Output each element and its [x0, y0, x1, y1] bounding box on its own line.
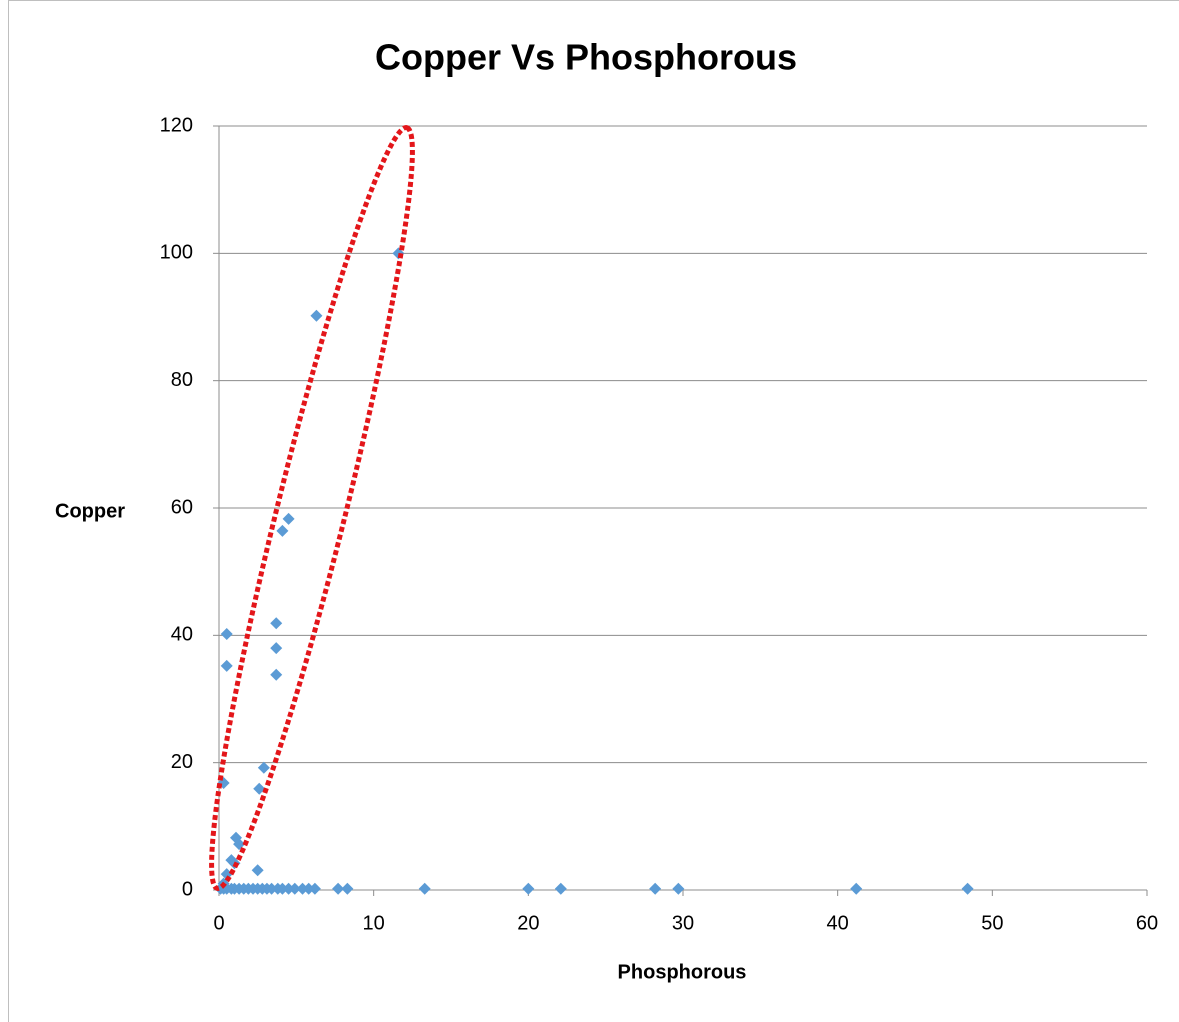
- data-point: [850, 882, 863, 895]
- data-point: [288, 882, 301, 895]
- data-point: [522, 882, 535, 895]
- y-tick-label: 120: [160, 114, 193, 136]
- plot-area: 0 20 40 60 80 100 120 0 10 20 30 40 50 60: [160, 114, 1159, 934]
- x-axis-label: Phosphorous: [618, 961, 747, 983]
- data-point: [276, 524, 289, 537]
- data-point: [332, 882, 345, 895]
- y-tick-label: 80: [171, 369, 193, 391]
- y-axis-label: Copper: [55, 500, 125, 522]
- data-point: [672, 882, 685, 895]
- data-point: [392, 247, 405, 260]
- y-tick-label: 60: [171, 496, 193, 518]
- data-point: [257, 761, 270, 774]
- x-tick-label: 10: [363, 912, 385, 934]
- data-point: [282, 512, 295, 525]
- data-point: [276, 882, 289, 895]
- data-point: [220, 659, 233, 672]
- data-point: [302, 882, 315, 895]
- data-point: [270, 642, 283, 655]
- y-tick-label: 0: [182, 878, 193, 900]
- data-point: [341, 882, 354, 895]
- y-tick-label: 100: [160, 242, 193, 264]
- data-point: [220, 628, 233, 641]
- y-tick-label: 40: [171, 624, 193, 646]
- x-tick-label: 30: [672, 912, 694, 934]
- x-tick-label: 0: [213, 912, 224, 934]
- data-point: [961, 882, 974, 895]
- data-point: [233, 838, 246, 851]
- x-tick-label: 40: [827, 912, 849, 934]
- x-tick-label: 20: [517, 912, 539, 934]
- y-tick-label: 20: [171, 751, 193, 773]
- data-point: [296, 882, 309, 895]
- data-point: [418, 882, 431, 895]
- data-point: [270, 668, 283, 681]
- data-point: [308, 882, 321, 895]
- x-tick-label: 50: [981, 912, 1003, 934]
- chart-frame: [8, 0, 1179, 1022]
- x-tick-label: 60: [1136, 912, 1158, 934]
- data-point: [649, 882, 662, 895]
- data-point: [265, 882, 278, 895]
- data-point: [270, 617, 283, 630]
- data-point: [282, 882, 295, 895]
- data-point: [310, 309, 323, 322]
- chart-title: Copper Vs Phosphorous: [375, 37, 797, 78]
- data-point: [554, 882, 567, 895]
- highlight-ellipse: [209, 125, 415, 891]
- data-point: [253, 782, 266, 795]
- data-point: [251, 864, 264, 877]
